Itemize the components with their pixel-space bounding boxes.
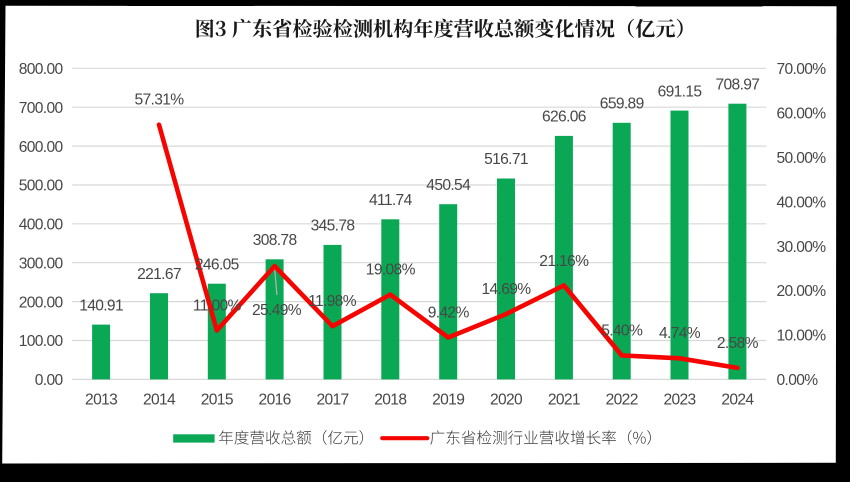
- svg-text:57.31%: 57.31%: [135, 92, 185, 109]
- svg-text:2015: 2015: [201, 392, 234, 409]
- svg-text:700.00: 700.00: [19, 100, 64, 117]
- svg-text:659.89: 659.89: [600, 96, 644, 113]
- svg-text:2024: 2024: [721, 392, 754, 409]
- svg-text:400.00: 400.00: [19, 217, 64, 234]
- svg-text:0.00: 0.00: [35, 372, 64, 389]
- svg-text:5.40%: 5.40%: [601, 322, 643, 339]
- svg-text:2022: 2022: [606, 392, 638, 409]
- svg-text:450.54: 450.54: [426, 177, 471, 194]
- svg-text:500.00: 500.00: [19, 178, 64, 195]
- svg-text:2016: 2016: [259, 392, 291, 409]
- svg-text:200.00: 200.00: [19, 294, 64, 311]
- svg-text:800.00: 800.00: [19, 61, 64, 78]
- svg-text:140.91: 140.91: [79, 297, 123, 314]
- svg-text:0.00%: 0.00%: [777, 372, 819, 389]
- svg-text:2023: 2023: [663, 392, 695, 409]
- svg-text:708.97: 708.97: [716, 76, 760, 93]
- svg-text:246.05: 246.05: [195, 256, 240, 273]
- svg-text:70.00%: 70.00%: [777, 61, 827, 78]
- svg-text:60.00%: 60.00%: [777, 105, 827, 122]
- svg-text:4.74%: 4.74%: [659, 325, 701, 342]
- svg-text:20.00%: 20.00%: [777, 283, 827, 300]
- svg-text:9.42%: 9.42%: [428, 305, 470, 322]
- svg-text:25.49%: 25.49%: [252, 302, 302, 319]
- svg-text:2014: 2014: [143, 392, 176, 409]
- svg-text:2017: 2017: [316, 392, 348, 409]
- svg-text:30.00%: 30.00%: [777, 239, 827, 256]
- svg-text:40.00%: 40.00%: [777, 194, 827, 211]
- svg-text:345.78: 345.78: [311, 218, 355, 235]
- svg-text:2013: 2013: [85, 392, 117, 409]
- svg-text:2020: 2020: [490, 392, 523, 409]
- svg-text:14.69%: 14.69%: [482, 281, 532, 298]
- svg-text:411.74: 411.74: [369, 192, 413, 209]
- svg-text:10.00%: 10.00%: [777, 328, 827, 345]
- svg-text:516.71: 516.71: [484, 151, 528, 168]
- svg-text:21.16%: 21.16%: [539, 253, 589, 270]
- svg-text:50.00%: 50.00%: [777, 150, 827, 167]
- svg-text:308.78: 308.78: [253, 232, 297, 249]
- svg-text:2021: 2021: [548, 392, 580, 409]
- svg-text:100.00: 100.00: [19, 333, 64, 350]
- svg-text:691.15: 691.15: [658, 83, 703, 100]
- svg-text:19.08%: 19.08%: [366, 262, 416, 279]
- svg-text:11.00%: 11.00%: [193, 298, 242, 315]
- svg-text:11.98%: 11.98%: [308, 293, 357, 310]
- svg-text:2018: 2018: [374, 392, 406, 409]
- svg-text:300.00: 300.00: [19, 255, 64, 272]
- svg-text:2.58%: 2.58%: [717, 335, 759, 352]
- svg-text:221.67: 221.67: [137, 266, 181, 283]
- svg-text:600.00: 600.00: [19, 139, 64, 156]
- svg-text:2019: 2019: [432, 392, 464, 409]
- svg-text:626.06: 626.06: [542, 109, 586, 126]
